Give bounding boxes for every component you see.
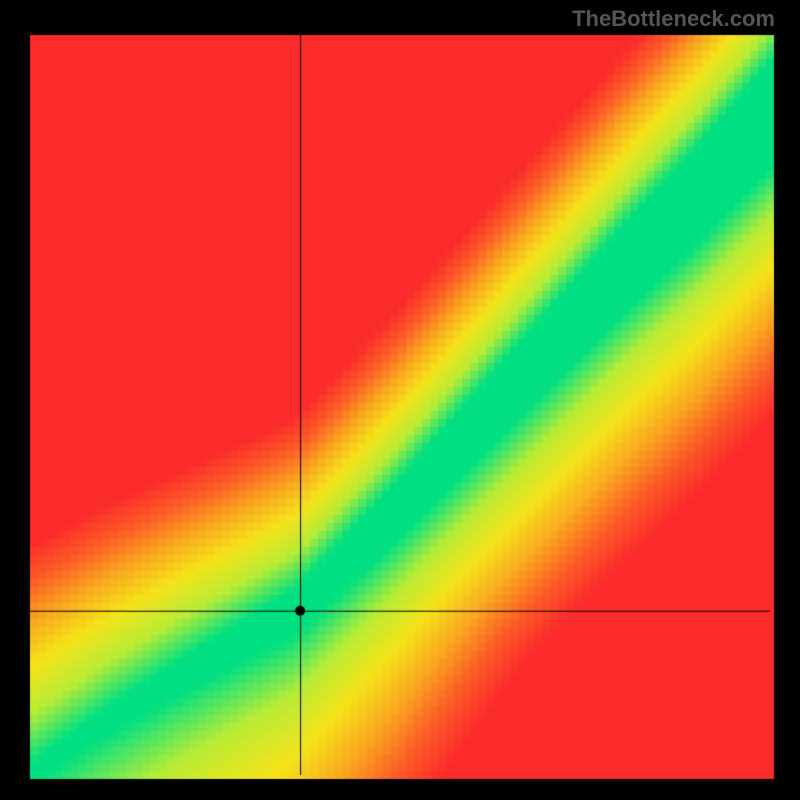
watermark-text: TheBottleneck.com: [572, 6, 775, 32]
bottleneck-heatmap: [0, 0, 800, 800]
